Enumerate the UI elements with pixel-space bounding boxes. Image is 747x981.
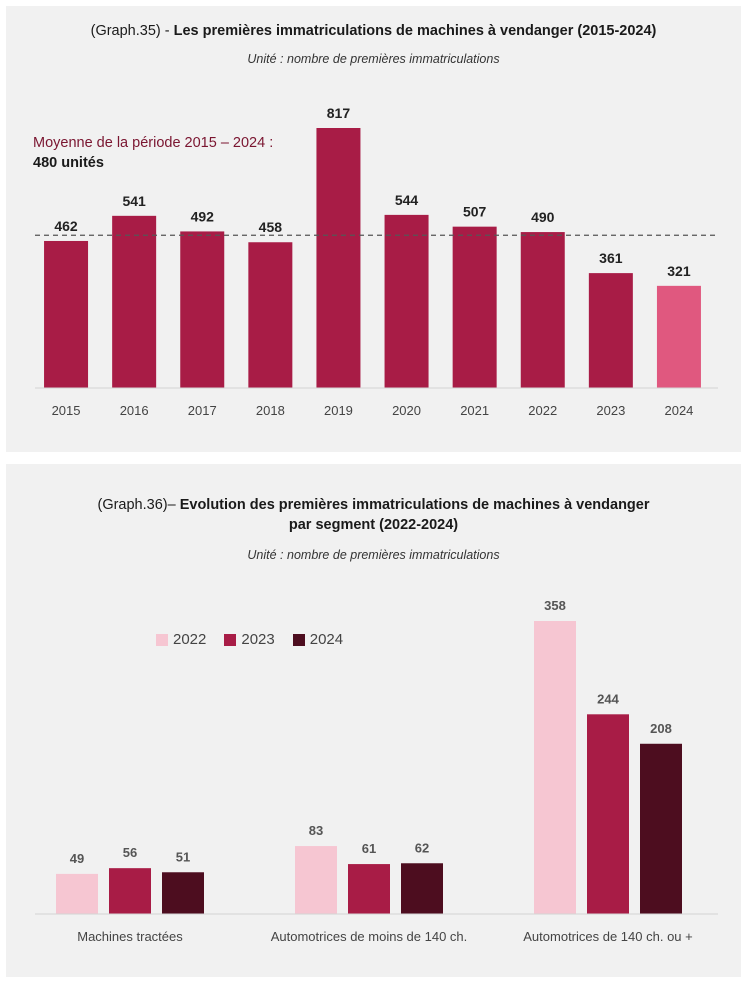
legend-swatch-2024: [292, 633, 305, 646]
legend-item-2022: 2022: [156, 631, 206, 648]
category-label-2: Automotrices de 140 ch. ou +: [523, 929, 692, 944]
x-tick-2019: 2019: [324, 403, 353, 418]
bar-value-g0-2023: 56: [123, 845, 137, 860]
bar-g0-2024: [162, 872, 204, 914]
bar-g0-2022: [56, 873, 98, 914]
chart-35-unit: Unité : nombre de premières immatriculat…: [247, 52, 500, 66]
bar-2024: [656, 285, 701, 388]
bar-value-g2-2022: 358: [544, 598, 566, 613]
bar-value-2015: 462: [54, 218, 78, 234]
bar-value-g1-2022: 83: [309, 823, 323, 838]
x-tick-2021: 2021: [460, 403, 489, 418]
chart-36-title: (Graph.36)– Evolution des premières imma…: [97, 497, 650, 533]
bar-g1-2022: [295, 846, 337, 914]
legend-swatch-2022: [156, 633, 168, 646]
chart-36-legend: 2022 2023 2024: [156, 631, 343, 648]
average-annotation: Moyenne de la période 2015 – 2024 : 480 …: [33, 135, 274, 171]
x-tick-2017: 2017: [188, 403, 217, 418]
chart-35-plot: 462 2015 541 2016 492 2017 458 2018 817 2019 544 20…: [35, 105, 718, 418]
bar-value-2024: 321: [667, 263, 691, 279]
bar-value-2023: 361: [599, 250, 623, 266]
bar-value-g1-2024: 62: [415, 840, 429, 855]
bar-2019: [316, 128, 361, 388]
bar-value-2018: 458: [259, 219, 283, 235]
bar-value-g0-2022: 49: [70, 851, 84, 866]
bar-value-g1-2023: 61: [362, 841, 376, 856]
bar-g0-2023: [109, 868, 151, 914]
bar-2020: [384, 214, 429, 388]
chart-36-plot: 49 56 51 Machines tractées 83 61 62 Automotrice…: [35, 598, 718, 944]
bar-value-2019: 817: [327, 105, 351, 121]
bar-value-2021: 507: [463, 204, 487, 220]
bar-2016: [112, 215, 157, 388]
legend-item-2023: 2023: [224, 631, 275, 648]
bar-2015: [44, 240, 89, 388]
legend-label-2023: 2023: [241, 631, 275, 648]
bar-g2-2024: [640, 743, 682, 914]
x-tick-2015: 2015: [52, 403, 81, 418]
x-tick-2020: 2020: [392, 403, 421, 418]
bar-g1-2024: [401, 863, 443, 914]
category-label-0: Machines tractées: [77, 929, 183, 944]
bar-value-g2-2024: 208: [650, 721, 672, 736]
bar-2021: [452, 226, 497, 388]
legend-item-2024: 2024: [292, 631, 344, 648]
x-tick-2024: 2024: [664, 403, 693, 418]
bar-value-g2-2023: 244: [597, 691, 619, 706]
chart-35-title: (Graph.35) - Les premières immatriculati…: [90, 23, 657, 39]
bar-value-g0-2024: 51: [176, 849, 190, 864]
bar-2018: [248, 242, 293, 388]
chart-35-panel: (Graph.35) - Les premières immatriculati…: [6, 6, 741, 452]
legend-label-2022: 2022: [173, 631, 207, 648]
legend-label-2024: 2024: [309, 631, 344, 648]
chart-36-unit: Unité : nombre de premières immatriculat…: [247, 548, 500, 562]
chart-36-panel: (Graph.36)– Evolution des premières imma…: [6, 464, 741, 977]
bar-value-2020: 544: [395, 192, 419, 208]
bar-2023: [588, 273, 633, 388]
legend-swatch-2023: [224, 633, 237, 646]
category-label-1: Automotrices de moins de 140 ch.: [271, 929, 468, 944]
bar-g2-2023: [587, 714, 629, 914]
bar-g2-2022: [534, 621, 576, 914]
bar-2022: [520, 232, 565, 388]
bar-g1-2023: [348, 864, 390, 914]
x-tick-2016: 2016: [120, 403, 149, 418]
x-tick-2018: 2018: [256, 403, 285, 418]
bar-value-2016: 541: [122, 193, 146, 209]
x-tick-2022: 2022: [528, 403, 557, 418]
x-tick-2023: 2023: [596, 403, 625, 418]
bar-value-2017: 492: [191, 208, 215, 224]
bar-2017: [180, 231, 225, 388]
bar-value-2022: 490: [531, 209, 555, 225]
